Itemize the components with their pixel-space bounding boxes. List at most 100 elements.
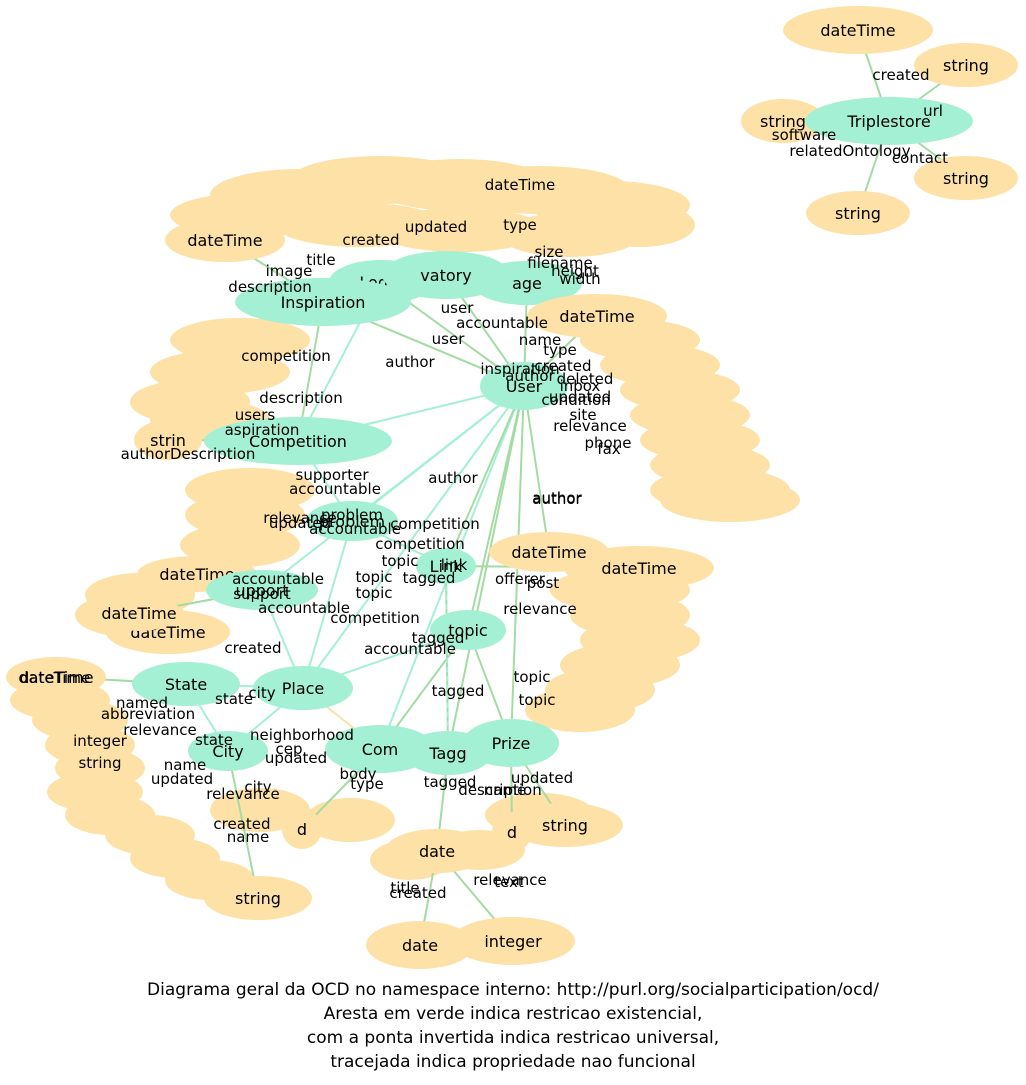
edge-link-user bbox=[445, 385, 525, 567]
edge-label: topic bbox=[514, 668, 551, 686]
edge-label: tagged bbox=[403, 569, 456, 587]
node-user: User bbox=[480, 362, 568, 410]
node-user-label: User bbox=[506, 377, 543, 396]
edge-label: type bbox=[543, 341, 577, 359]
edge-label: state bbox=[215, 690, 253, 708]
edge-label: post bbox=[527, 574, 560, 592]
node-city-label: City bbox=[212, 742, 243, 761]
edge-label: topic bbox=[356, 568, 393, 586]
node-str_ts2-shape bbox=[741, 99, 825, 143]
edge-city-str_bl bbox=[227, 750, 259, 899]
node-place-shape bbox=[253, 666, 353, 710]
edge-label: created bbox=[389, 884, 446, 902]
edge-label: support bbox=[233, 585, 291, 603]
node-str_ts4: string bbox=[806, 191, 910, 235]
edge-label: string bbox=[78, 754, 121, 772]
edge-label: created bbox=[224, 639, 281, 657]
edge-label: body bbox=[339, 765, 376, 783]
node-d_h: d bbox=[282, 809, 322, 849]
node-problem-label: problem bbox=[319, 512, 385, 531]
node-link: Link bbox=[416, 548, 476, 584]
node-problem-shape bbox=[306, 501, 398, 541]
node-str_ts1-shape bbox=[914, 43, 1018, 87]
node-date_j-shape bbox=[366, 921, 474, 969]
node-competition-shape bbox=[204, 417, 392, 465]
edge-label: fax bbox=[597, 440, 620, 458]
edge-label: user bbox=[432, 330, 466, 348]
node-dt_g: date bbox=[385, 829, 489, 873]
node-tagging-label: Tagg bbox=[428, 744, 466, 763]
caption-line-3: com a ponta invertida indica restricao u… bbox=[306, 1028, 720, 1048]
edge-label: topic bbox=[356, 584, 393, 602]
edge-label: author bbox=[532, 489, 582, 507]
edge-label: condition bbox=[541, 391, 610, 409]
edge-user-dt_d bbox=[523, 385, 550, 553]
edge-label: title bbox=[390, 879, 419, 897]
node-support-label: upport bbox=[235, 581, 288, 600]
node-place-label: Place bbox=[282, 679, 325, 698]
caption-line-1: Diagrama geral da OCD no namespace inter… bbox=[147, 980, 879, 1000]
edge-tagging-user bbox=[447, 385, 525, 754]
node-support: upport bbox=[206, 570, 318, 610]
node-state: State bbox=[132, 662, 240, 706]
edge-label: accountable bbox=[364, 640, 456, 658]
edge-label: tagged bbox=[424, 773, 477, 791]
edge-label: image bbox=[266, 262, 313, 280]
edge-label: text bbox=[494, 873, 524, 891]
node-dt_f-label: dateTime bbox=[18, 668, 93, 687]
node-city-shape bbox=[188, 731, 268, 771]
edge-label: competition bbox=[375, 535, 465, 553]
node-topic: topic bbox=[430, 610, 506, 650]
caption-line-2: Aresta em verde indica restricao existen… bbox=[323, 1004, 703, 1024]
node-str_bl-label: string bbox=[235, 889, 281, 908]
edge-label: relevance bbox=[553, 417, 627, 435]
edge-label: dateTime bbox=[20, 669, 91, 687]
diagram-caption: Diagrama geral da OCD no namespace inter… bbox=[0, 978, 1026, 1074]
node-str_c: strin bbox=[134, 420, 202, 460]
edge-label: authorDescription bbox=[121, 445, 256, 463]
node-competition-label: Competition bbox=[249, 432, 347, 451]
edge-label: width bbox=[559, 270, 600, 288]
edge-label: url bbox=[923, 102, 943, 120]
edge-label: description bbox=[259, 389, 342, 407]
node-user-shape bbox=[480, 362, 568, 410]
node-d_h-label: d bbox=[297, 820, 307, 839]
edge-label: type bbox=[503, 216, 537, 234]
node-prize-label: Prize bbox=[492, 734, 531, 753]
node-state-shape bbox=[132, 662, 240, 706]
node-dt_g-shape bbox=[385, 829, 489, 873]
edge-label: city bbox=[248, 684, 275, 702]
edge-label: accountable bbox=[289, 480, 381, 498]
edge-label: relevance bbox=[123, 721, 197, 739]
edge-label: updated bbox=[265, 749, 327, 767]
edge-label: link bbox=[441, 556, 468, 574]
edge-label: software bbox=[772, 126, 836, 144]
literal-node-backdrop bbox=[305, 798, 395, 842]
node-topic-label: topic bbox=[448, 621, 487, 640]
diagram-nodes: dateTime string string string string Triplest… bbox=[6, 6, 1018, 969]
edge-label: competition bbox=[241, 347, 331, 365]
edge-label: state bbox=[195, 731, 233, 749]
edge-label: updated bbox=[151, 770, 213, 788]
edge-label: accountable bbox=[232, 570, 324, 588]
diagram-edge-labels: created url softwarerelatedOntologycontact… bbox=[20, 66, 948, 902]
edge-label: author bbox=[385, 353, 435, 371]
edge-label: site bbox=[569, 406, 596, 424]
edge-label: topic bbox=[519, 691, 556, 709]
node-dt_b-label: dateTime bbox=[559, 307, 634, 326]
node-dt_f-shape bbox=[6, 657, 106, 697]
edge-label: phone bbox=[585, 434, 632, 452]
edge-label: created bbox=[342, 231, 399, 249]
node-str_p: string bbox=[507, 803, 623, 847]
edge-label: filename bbox=[527, 254, 592, 272]
node-dt_a-label: dateTime bbox=[187, 231, 262, 250]
node-str_ts4-shape bbox=[806, 191, 910, 235]
node-image: age bbox=[472, 261, 582, 305]
node-inspiration-shape bbox=[235, 278, 411, 326]
node-int_j: integer bbox=[451, 917, 575, 965]
node-comment-label: Com bbox=[362, 740, 399, 759]
node-str_bl: string bbox=[204, 876, 312, 920]
node-int_j-shape bbox=[451, 917, 575, 965]
node-dt_b: dateTime bbox=[527, 294, 667, 338]
node-str_ts2-label: string bbox=[760, 112, 806, 131]
